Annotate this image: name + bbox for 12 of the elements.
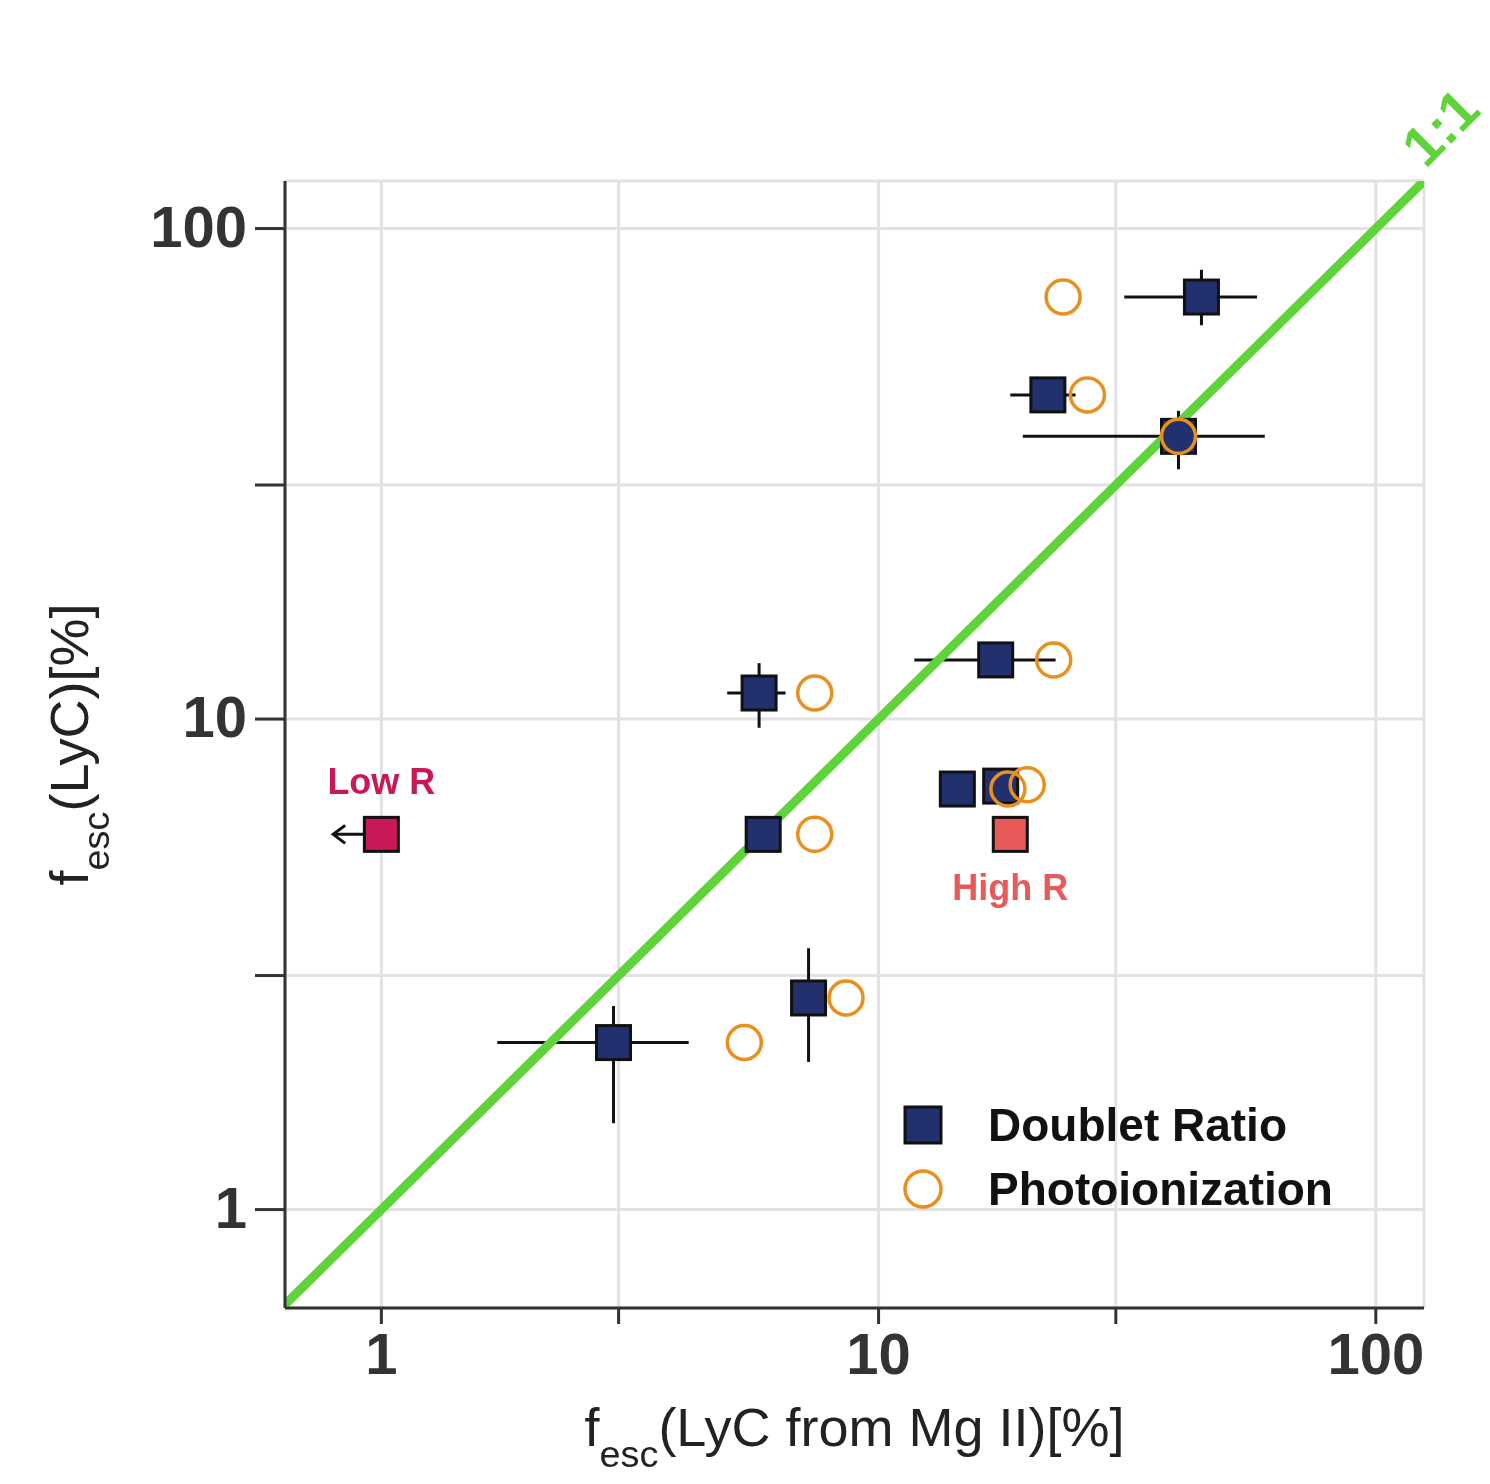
y-tick-label: 10	[182, 684, 247, 750]
y-tick-label: 100	[150, 193, 247, 259]
x-tick-label: 10	[846, 1321, 911, 1386]
x-axis-title: f$_{esc}$(LyC from Mg II)[%]	[584, 1397, 1125, 1475]
annotation: Low R	[327, 761, 436, 803]
x-tick-label: 100	[1327, 1321, 1425, 1386]
legend-label: Photoionization	[988, 1162, 1333, 1216]
legend-label: Doublet Ratio	[988, 1098, 1287, 1152]
text: 1:1	[1389, 76, 1490, 179]
x-tick-label: 1	[365, 1321, 398, 1386]
y-tick-label: 1	[214, 1174, 247, 1240]
annotation: High R	[952, 867, 1069, 909]
